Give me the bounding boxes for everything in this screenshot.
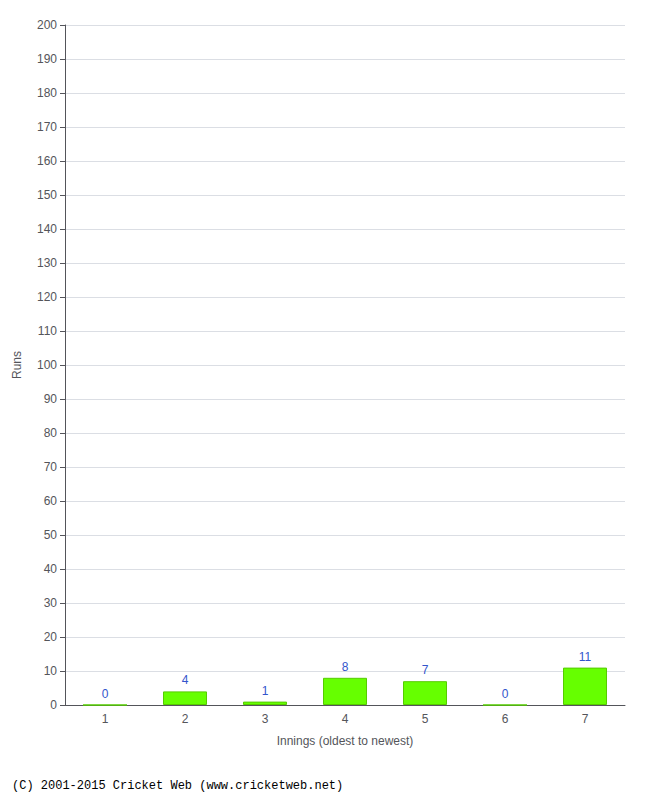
svg-text:10: 10 [44,664,58,678]
svg-text:150: 150 [37,188,57,202]
svg-text:110: 110 [38,324,57,338]
svg-text:4: 4 [342,712,349,726]
svg-text:(C) 2001-2015 Cricket Web (www: (C) 2001-2015 Cricket Web (www.cricketwe… [12,779,343,793]
svg-text:1: 1 [262,684,269,698]
svg-text:30: 30 [44,596,58,610]
svg-text:11: 11 [579,650,592,664]
svg-text:Innings (oldest to newest): Innings (oldest to newest) [277,734,414,748]
svg-text:5: 5 [422,712,429,726]
svg-text:80: 80 [44,426,58,440]
svg-text:7: 7 [582,712,589,726]
svg-text:0: 0 [502,687,509,701]
svg-text:7: 7 [422,663,429,677]
svg-text:8: 8 [342,660,349,674]
svg-text:90: 90 [44,392,58,406]
svg-text:0: 0 [102,687,109,701]
svg-text:180: 180 [37,86,57,100]
svg-text:160: 160 [37,154,57,168]
svg-text:3: 3 [262,712,269,726]
svg-text:170: 170 [37,120,57,134]
svg-text:120: 120 [37,290,57,304]
svg-text:130: 130 [37,256,57,270]
svg-text:20: 20 [44,630,58,644]
svg-text:60: 60 [44,494,58,508]
svg-text:2: 2 [182,712,189,726]
svg-text:1: 1 [102,712,109,726]
svg-text:4: 4 [182,673,189,687]
svg-text:40: 40 [44,562,58,576]
svg-text:0: 0 [50,698,57,712]
svg-text:Runs: Runs [10,351,24,379]
svg-text:6: 6 [502,712,509,726]
svg-text:50: 50 [44,528,58,542]
svg-text:100: 100 [37,358,57,372]
svg-text:140: 140 [37,222,57,236]
svg-text:70: 70 [44,460,58,474]
svg-text:190: 190 [37,52,57,66]
svg-text:200: 200 [37,18,57,32]
